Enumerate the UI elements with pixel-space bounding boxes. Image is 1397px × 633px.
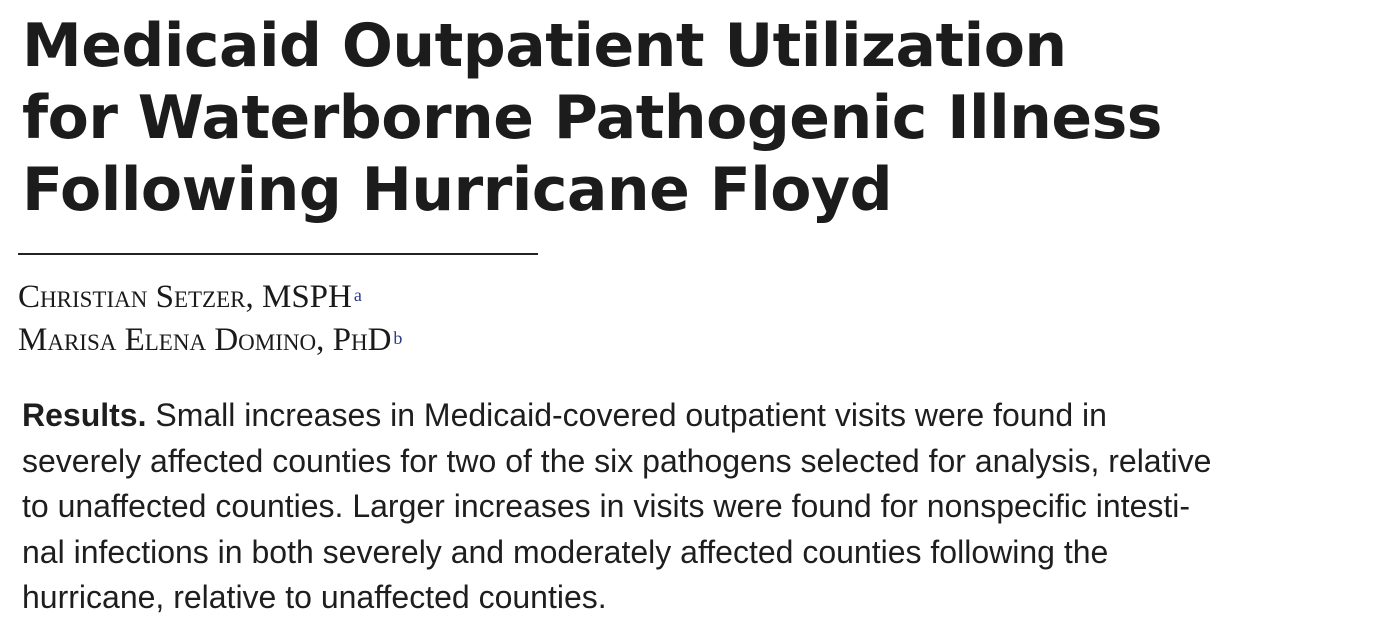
author-name: Christian Setzer, MSPH <box>18 279 352 315</box>
abstract-line: to unaffected counties. Larger increases… <box>22 488 1191 524</box>
title-line: Following Hurricane Floyd <box>22 155 893 225</box>
title-divider <box>18 253 538 255</box>
abstract-line: hurricane, relative to unaffected counti… <box>22 579 607 615</box>
author-entry: Christian Setzer, MSPH a <box>18 276 402 319</box>
affiliation-marker[interactable]: b <box>393 328 403 348</box>
title-line: for Waterborne Pathogenic Illness <box>22 83 1163 153</box>
abstract-line: severely affected counties for two of th… <box>22 442 1212 479</box>
author-list: Christian Setzer, MSPH a Marisa Elena Dom… <box>18 276 402 362</box>
section-label: Results. <box>22 397 147 433</box>
affiliation-marker[interactable]: a <box>353 285 362 305</box>
author-entry: Marisa Elena Domino, PhD b <box>18 319 402 362</box>
abstract-line: nal infections in both severely and mode… <box>22 533 1109 570</box>
author-name: Marisa Elena Domino, PhD <box>18 322 392 358</box>
abstract-text: Small increases in Medicaid-covered outp… <box>146 397 1107 433</box>
abstract-line: Results. Small increases in Medicaid-cov… <box>22 393 1382 439</box>
abstract-results: Results. Small increases in Medicaid-cov… <box>22 393 1382 621</box>
title-line: Medicaid Outpatient Utilization <box>22 11 1067 81</box>
article-title: Medicaid Outpatient Utilization for Wate… <box>22 10 1163 226</box>
